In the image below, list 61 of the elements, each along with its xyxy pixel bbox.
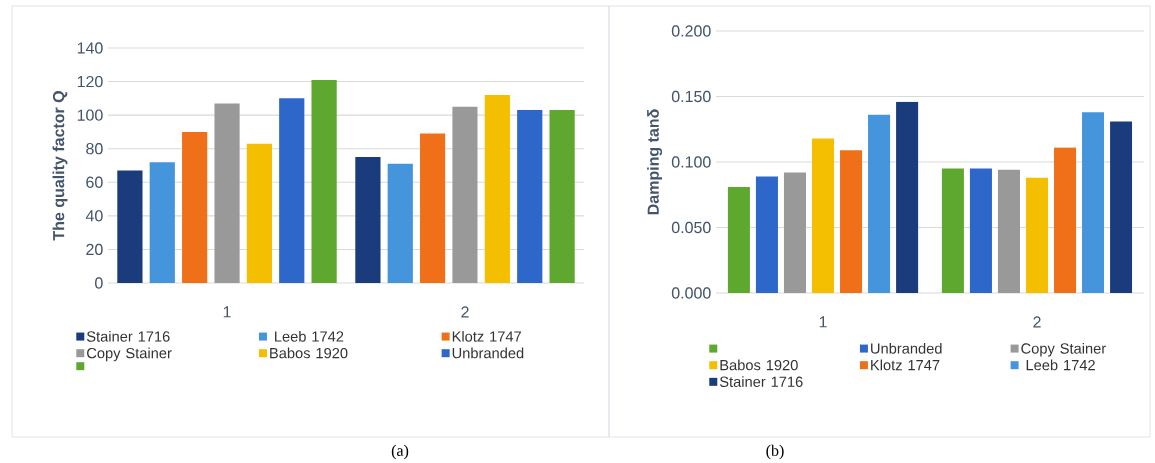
y-tick-label: 40: [85, 210, 103, 222]
bar: [452, 106, 478, 283]
legend-label: Copy Stainer: [87, 347, 172, 362]
bar: [727, 186, 750, 293]
bar: [997, 169, 1020, 293]
bar: [868, 114, 891, 293]
y-tick-label: 60: [86, 176, 103, 188]
legend-label: Stainer 1716: [86, 330, 170, 342]
bar: [387, 163, 413, 283]
bar: [214, 103, 240, 283]
y-tick-label: 0.150: [671, 90, 711, 103]
x-tick-label: 1: [819, 316, 827, 328]
bar: [941, 168, 964, 293]
y-axis-title: The quality factor Q: [52, 91, 68, 241]
bar: [1082, 112, 1105, 293]
bar: [355, 157, 381, 283]
bar: [182, 131, 208, 283]
legend-label: Stainer 1716: [719, 376, 803, 387]
x-tick-label: 1: [223, 306, 231, 318]
bar: [1110, 121, 1133, 293]
legend-label: Klotz 1747: [452, 330, 521, 342]
y-tick-label: 0.200: [671, 25, 711, 37]
legend-label: Unbranded: [452, 347, 524, 359]
text: (b): [766, 444, 784, 460]
legend-label: Klotz 1747: [871, 359, 940, 371]
legend-label: Copy Stainer: [1021, 342, 1106, 357]
y-tick-label: 0.000: [671, 287, 711, 299]
bar: [783, 172, 806, 293]
y-tick-label: 140: [77, 42, 103, 54]
y-tick-label: 120: [77, 75, 103, 88]
x-tick-label: 2: [1033, 316, 1041, 328]
text: (a): [391, 444, 409, 460]
bar: [969, 168, 992, 293]
bar: [311, 79, 337, 283]
bar: [517, 110, 543, 283]
bar: [840, 150, 863, 293]
bar: [420, 133, 446, 283]
legend-label: Leeb 1742: [1026, 359, 1095, 371]
bar: [755, 176, 778, 293]
y-tick-label: 0: [95, 277, 103, 289]
bar: [279, 98, 305, 283]
y-tick-label: 20: [86, 243, 103, 256]
bar: [896, 101, 919, 293]
y-tick-label: 100: [77, 109, 103, 121]
bar: [1054, 147, 1077, 293]
x-tick-label: 2: [461, 306, 469, 318]
y-tick-label: 0.050: [671, 221, 711, 234]
bar: [246, 143, 272, 283]
bar: [1025, 177, 1049, 293]
bar: [484, 94, 510, 283]
legend-label: Unbranded: [871, 342, 942, 354]
legend-label: Babos 1920: [720, 359, 798, 371]
legend-label: Babos 1920: [270, 347, 348, 359]
bar: [811, 138, 835, 293]
y-tick-label: 0.100: [671, 156, 711, 168]
y-axis-title: Damping tanδ: [647, 109, 663, 215]
legend-label: Leeb 1742: [275, 330, 344, 342]
y-tick-label: 80: [86, 143, 103, 155]
bar: [117, 170, 143, 283]
bar: [549, 110, 575, 283]
bar: [149, 162, 175, 283]
